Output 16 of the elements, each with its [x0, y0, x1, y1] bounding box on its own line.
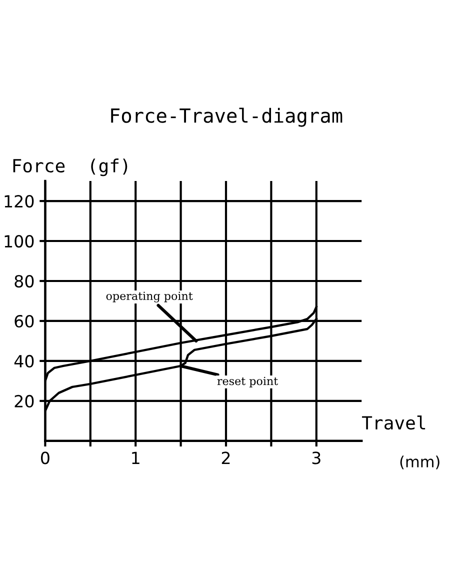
y-tick-label: 60 — [14, 314, 34, 328]
y-axis-title: Force (gf) — [13, 158, 128, 176]
y-tick-label: 100 — [4, 234, 34, 248]
annotation: operating point — [106, 292, 193, 302]
text: (mm) — [400, 456, 440, 470]
x-tick-label: 0 — [40, 452, 50, 464]
y-tick-label: 120 — [4, 194, 34, 208]
y-tick-label: 20 — [14, 394, 34, 408]
x-axis-title: Travel — [362, 416, 426, 430]
annotation: reset point — [217, 376, 278, 388]
x-tick-label: 2 — [222, 452, 230, 464]
y-tick-label: 40 — [14, 354, 34, 368]
x-tick-label: 3 — [312, 452, 320, 464]
y-tick-label: 80 — [14, 274, 34, 288]
x-tick-label: 1 — [132, 452, 140, 464]
chart-title: Force-Travel-diagram — [111, 108, 342, 127]
